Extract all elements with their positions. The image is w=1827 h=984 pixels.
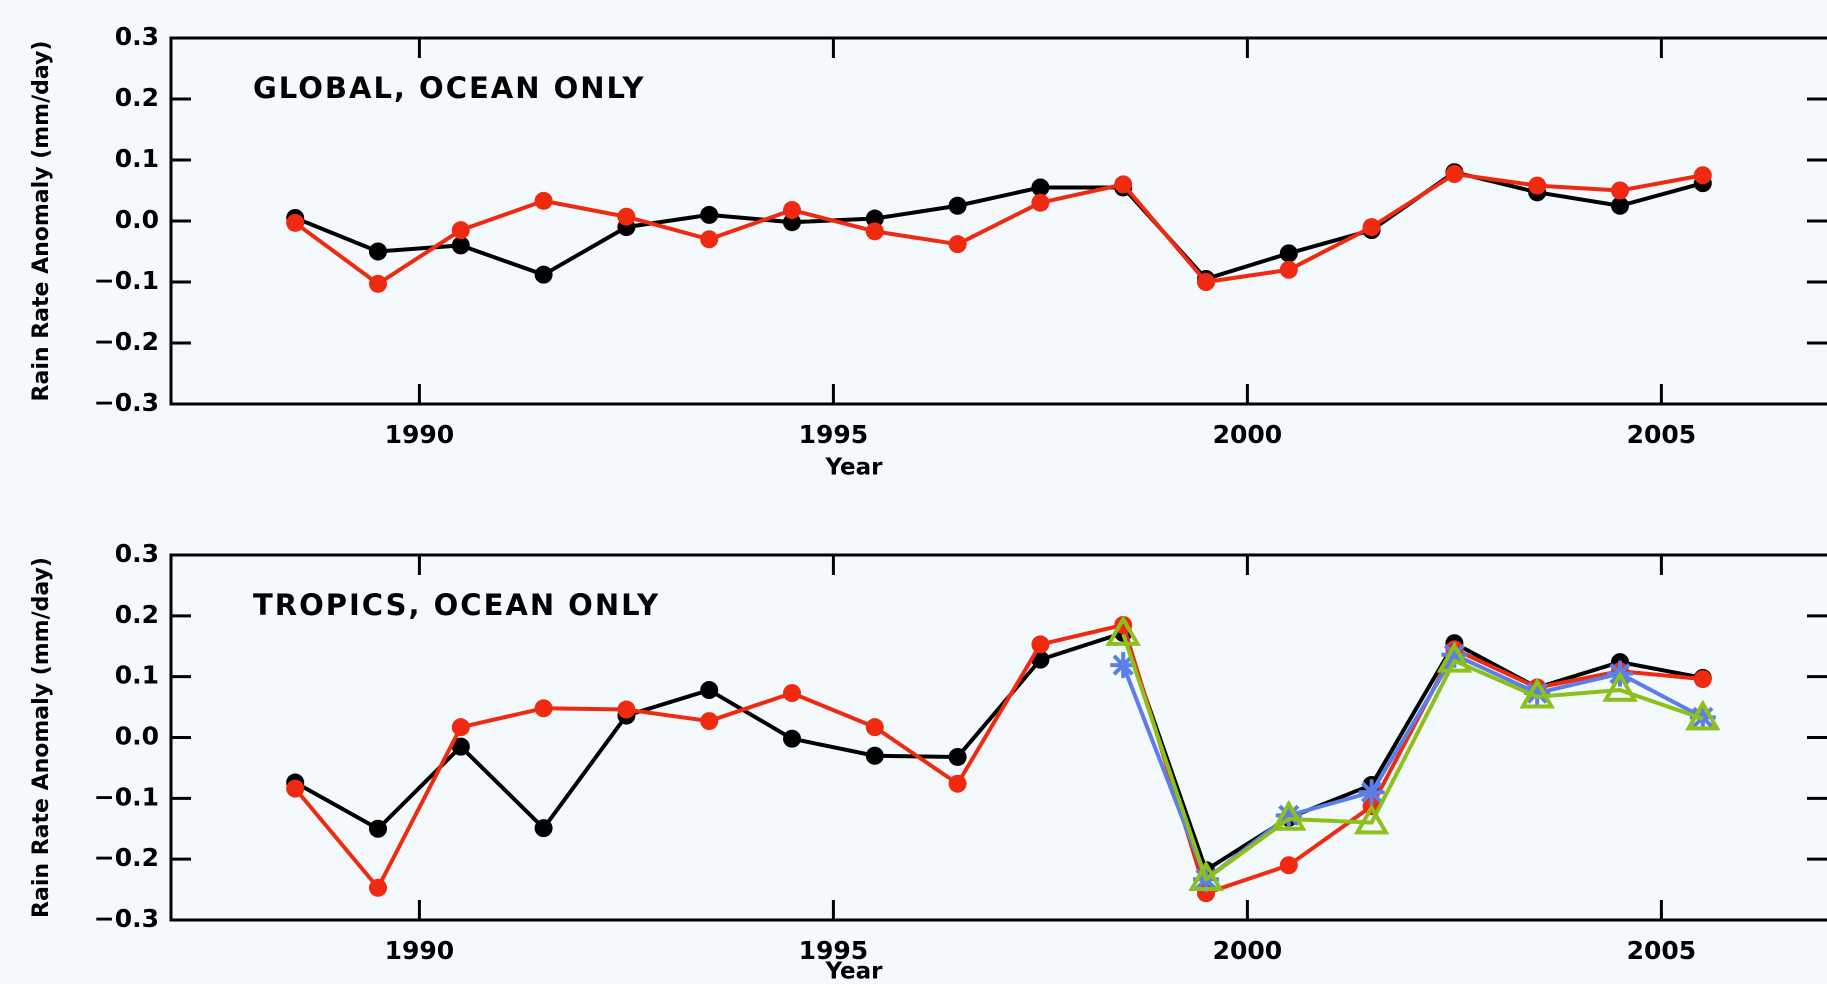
series-line [1121,633,1704,882]
y-tick-label: 0.2 [115,83,159,112]
data-point [534,265,553,284]
series-line [294,630,1704,873]
panel-title: GLOBAL, OCEAN ONLY [253,71,645,105]
data-point [1524,680,1551,707]
y-tick-label: 0.1 [115,144,159,173]
y-tick-label: 0.3 [115,22,159,51]
y-tick-label: −0.1 [94,266,159,295]
y-tick-label: −0.1 [94,782,159,811]
data-point [700,205,719,224]
panel: −0.3 −0.2 −0.1 0.0 0.1 0.2 0.3 1990 1995 2000 2005… [29,539,1827,984]
data-point [451,221,470,240]
y-tick-label: 0.2 [115,600,159,629]
x-tick-label: 2000 [1213,936,1283,965]
data-point [1693,670,1712,689]
data-point [1279,260,1298,279]
y-tick-label: 0.0 [115,205,159,234]
data-point [534,819,553,838]
data-point [1031,178,1050,197]
data-point [534,191,553,210]
y-axis-label: Rain Rate Anomaly (mm/day) [29,557,54,918]
data-point [617,700,636,719]
data-point [1519,677,1555,709]
data-point [1031,193,1050,212]
data-point [617,207,636,226]
x-axis-label: Year [824,959,883,984]
data-point [1105,615,1141,646]
data-point [286,213,305,232]
data-point [783,729,801,748]
y-tick-label: −0.3 [94,904,159,933]
data-point [1279,244,1298,263]
data-point [1602,671,1638,702]
data-point [865,746,884,765]
x-tick-label: 2000 [1213,420,1283,449]
data-point [1188,860,1224,891]
data-point [700,712,719,731]
y-tick-label: 0.3 [115,539,159,568]
data-point [1114,175,1133,194]
series-line [293,622,1703,896]
x-tick-label: 2005 [1627,420,1697,449]
x-tick-label: 1995 [799,936,869,965]
series-line [294,172,1704,286]
data-point [700,230,719,249]
data-point [534,699,553,718]
panel-title: TROPICS, OCEAN ONLY [253,588,660,622]
data-point [1685,699,1721,731]
y-axis-label: Rain Rate Anomaly (mm/day) [29,41,54,402]
data-point [948,235,967,254]
data-point [1031,635,1050,654]
data-point [783,684,801,703]
data-point [1358,779,1385,806]
data-point [1441,641,1468,668]
data-point [783,201,801,220]
x-tick-label: 1995 [799,420,869,449]
data-point [1271,800,1307,831]
y-tick-label: −0.3 [94,388,159,417]
data-point [1362,218,1381,237]
data-point [1528,176,1547,195]
data-point [1279,856,1298,875]
data-point [451,236,470,255]
data-point [286,779,305,798]
y-tick-label: −0.2 [94,843,159,872]
x-axis-label: Year [824,455,883,481]
data-point [1197,273,1215,291]
data-point [948,196,967,215]
data-point [948,774,967,793]
data-point [700,681,719,700]
x-tick-label: 2005 [1627,936,1697,965]
data-point [369,819,387,838]
panel: −0.3 −0.2 −0.1 0.0 0.1 0.2 0.3 1990 1995 2000 2005… [29,22,1827,481]
data-point [369,242,387,261]
data-point [1611,181,1629,200]
data-point [451,737,470,756]
data-point [1353,803,1390,835]
y-tick-label: 0.0 [115,722,159,751]
x-tick-label: 1990 [385,420,455,449]
data-point [1693,166,1712,185]
data-point [1445,165,1464,184]
data-point [369,878,387,897]
data-point [865,209,884,228]
data-point [1611,196,1629,215]
x-tick-label: 1990 [385,936,455,965]
data-point [369,274,387,293]
y-tick-label: −0.2 [94,327,159,356]
data-point [1436,641,1473,673]
data-point [865,222,884,241]
data-point [1275,802,1302,829]
data-point [865,718,884,737]
data-point [1110,652,1137,679]
data-point [451,718,470,737]
y-tick-label: 0.1 [115,661,159,690]
data-point [948,747,967,766]
